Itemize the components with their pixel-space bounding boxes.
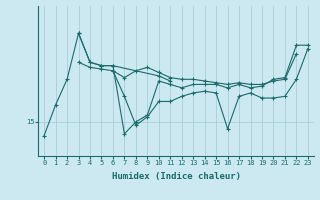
X-axis label: Humidex (Indice chaleur): Humidex (Indice chaleur) bbox=[111, 172, 241, 181]
